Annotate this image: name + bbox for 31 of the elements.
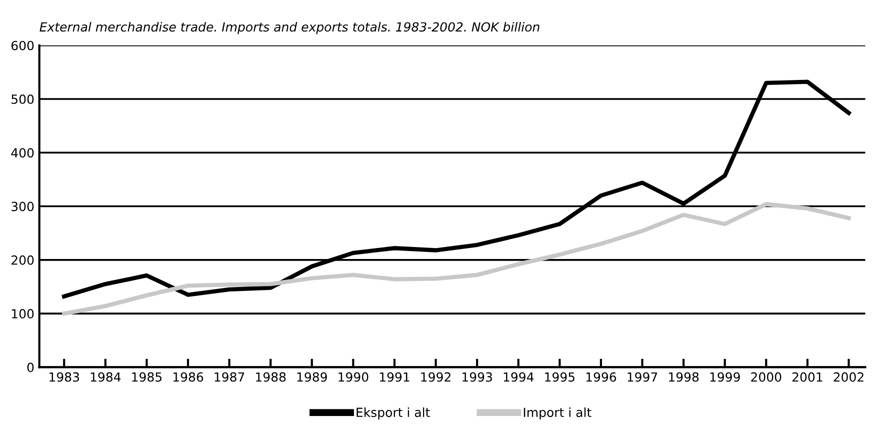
y-tick-label: 200 (12, 255, 34, 265)
x-tick-label: 1993 (462, 372, 492, 382)
y-tick-label: 0 (27, 362, 34, 372)
x-tick-label: 1984 (90, 372, 121, 382)
y-tick-label: 400 (11, 148, 34, 158)
y-tick-label: 500 (12, 94, 34, 104)
x-tick-label: 2000 (751, 372, 782, 382)
x-tick-label: 1992 (421, 372, 450, 382)
x-tick-label: 1986 (173, 372, 204, 382)
x-tick-label: 1987 (214, 372, 244, 382)
x-tick-label: 1997 (628, 372, 658, 382)
x-tick-label: 1990 (338, 372, 368, 382)
x-tick-label: 1994 (504, 372, 534, 382)
y-tick-label: 300 (12, 202, 34, 212)
line-series (62, 202, 851, 316)
legend-label: Eksport i alt (356, 407, 430, 420)
x-tick-label: 1995 (545, 372, 574, 382)
x-tick-label: 1985 (132, 372, 162, 382)
legend-label: Import i alt (524, 407, 592, 420)
x-tick-label: 1999 (710, 372, 740, 382)
y-tick-label: 100 (12, 309, 34, 318)
x-tick-label: 1998 (669, 372, 699, 382)
y-tick-label: 600 (11, 40, 34, 50)
x-tick-label: 1991 (380, 372, 410, 382)
x-tick-label: 2001 (792, 372, 822, 382)
x-tick-label: 1983 (50, 372, 80, 382)
x-tick-label: 1989 (297, 372, 327, 382)
x-tick-label: 2002 (834, 372, 864, 382)
chart-title: External merchandise trade. Imports and exports totals. 1983-2002. NOK billion (40, 22, 540, 34)
x-tick-label: 1996 (586, 372, 616, 382)
x-tick-label: 1988 (256, 372, 286, 382)
